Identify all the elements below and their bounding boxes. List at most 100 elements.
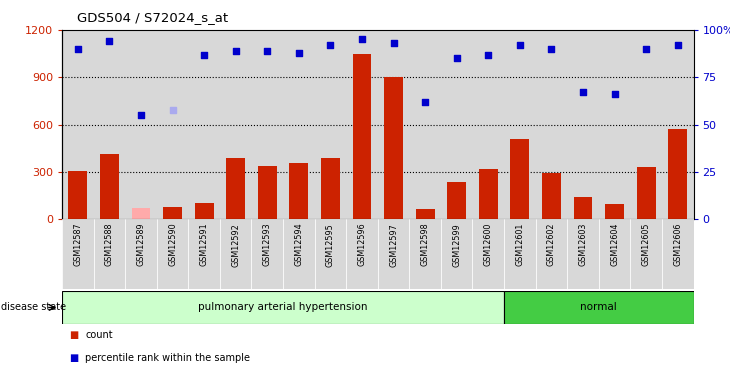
FancyBboxPatch shape	[93, 219, 126, 289]
Text: count: count	[85, 330, 113, 340]
Text: GSM12587: GSM12587	[73, 223, 82, 267]
Point	[293, 50, 304, 56]
Point	[104, 38, 115, 44]
Bar	[384, 77, 403, 219]
Point	[545, 46, 557, 52]
Text: GSM12589: GSM12589	[137, 223, 145, 267]
Point	[230, 48, 242, 54]
Bar	[662, 30, 694, 219]
Bar	[62, 30, 93, 219]
Bar	[574, 197, 593, 219]
Text: GSM12598: GSM12598	[420, 223, 430, 267]
FancyBboxPatch shape	[631, 219, 662, 289]
Text: GSM12591: GSM12591	[199, 223, 209, 267]
FancyBboxPatch shape	[536, 219, 567, 289]
Point	[419, 99, 431, 105]
Text: ■: ■	[69, 330, 79, 340]
Point	[640, 46, 652, 52]
Bar	[69, 171, 88, 219]
Point	[72, 46, 84, 52]
Bar	[668, 129, 687, 219]
Bar	[195, 203, 214, 219]
FancyBboxPatch shape	[472, 219, 504, 289]
Bar	[504, 30, 536, 219]
Text: GSM12595: GSM12595	[326, 223, 335, 267]
Bar	[283, 30, 315, 219]
Text: percentile rank within the sample: percentile rank within the sample	[85, 353, 250, 363]
Bar	[415, 209, 434, 219]
Bar	[131, 209, 150, 219]
Text: normal: normal	[580, 303, 617, 312]
Text: GSM12590: GSM12590	[168, 223, 177, 267]
Bar	[163, 207, 182, 219]
FancyBboxPatch shape	[62, 219, 93, 289]
FancyBboxPatch shape	[188, 219, 220, 289]
FancyBboxPatch shape	[252, 219, 283, 289]
FancyBboxPatch shape	[441, 219, 472, 289]
Point	[514, 42, 526, 48]
Point	[451, 56, 463, 62]
Bar	[479, 169, 498, 219]
Bar	[631, 30, 662, 219]
Bar	[510, 139, 529, 219]
FancyBboxPatch shape	[220, 219, 252, 289]
FancyBboxPatch shape	[157, 219, 188, 289]
Bar	[567, 30, 599, 219]
Text: disease state: disease state	[1, 303, 66, 312]
FancyBboxPatch shape	[410, 219, 441, 289]
Bar	[605, 204, 624, 219]
Text: GSM12602: GSM12602	[547, 223, 556, 266]
FancyBboxPatch shape	[315, 219, 346, 289]
FancyBboxPatch shape	[126, 219, 157, 289]
Bar	[410, 30, 441, 219]
Bar	[93, 30, 126, 219]
Bar	[226, 158, 245, 219]
Bar	[315, 30, 346, 219]
FancyBboxPatch shape	[62, 291, 504, 324]
Point	[166, 106, 178, 112]
Point	[356, 36, 368, 42]
FancyBboxPatch shape	[567, 219, 599, 289]
Text: GSM12596: GSM12596	[358, 223, 366, 267]
Point	[609, 92, 620, 98]
FancyBboxPatch shape	[378, 219, 410, 289]
Bar	[188, 30, 220, 219]
Text: GSM12594: GSM12594	[294, 223, 304, 267]
Bar	[220, 30, 251, 219]
Bar	[100, 154, 119, 219]
Point	[135, 112, 147, 118]
Bar	[447, 182, 466, 219]
Point	[199, 52, 210, 58]
FancyBboxPatch shape	[346, 219, 378, 289]
Bar	[321, 158, 340, 219]
FancyBboxPatch shape	[599, 219, 631, 289]
FancyBboxPatch shape	[504, 291, 694, 324]
Text: GSM12592: GSM12592	[231, 223, 240, 267]
Bar	[126, 30, 157, 219]
Bar	[252, 30, 283, 219]
Point	[672, 42, 683, 48]
Point	[483, 52, 494, 58]
Bar	[258, 166, 277, 219]
Text: GSM12600: GSM12600	[484, 223, 493, 266]
Text: GSM12597: GSM12597	[389, 223, 398, 267]
Text: GSM12603: GSM12603	[578, 223, 588, 266]
Text: GSM12599: GSM12599	[452, 223, 461, 267]
Text: GSM12605: GSM12605	[642, 223, 650, 266]
Bar	[378, 30, 410, 219]
Bar	[289, 164, 308, 219]
Point	[388, 40, 399, 46]
Bar	[441, 30, 472, 219]
Bar	[353, 54, 372, 219]
Text: GSM12606: GSM12606	[673, 223, 683, 266]
Point	[577, 90, 589, 96]
FancyBboxPatch shape	[662, 219, 694, 289]
Bar	[536, 30, 567, 219]
Text: GSM12604: GSM12604	[610, 223, 619, 266]
Bar	[346, 30, 378, 219]
Text: pulmonary arterial hypertension: pulmonary arterial hypertension	[199, 303, 368, 312]
FancyBboxPatch shape	[504, 219, 536, 289]
Bar	[542, 173, 561, 219]
Text: GSM12588: GSM12588	[105, 223, 114, 266]
Point	[261, 48, 273, 54]
